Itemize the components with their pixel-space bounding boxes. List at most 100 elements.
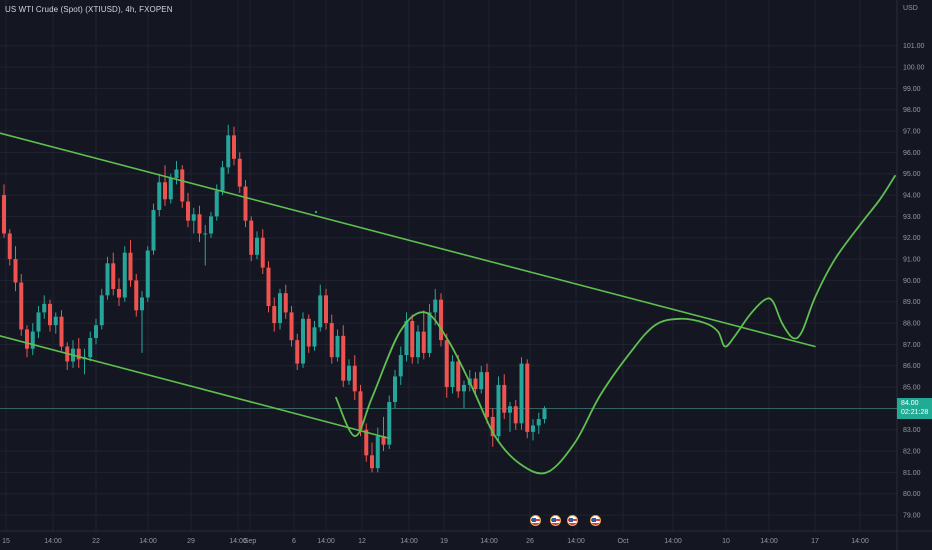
candle xyxy=(266,261,271,313)
candle-body xyxy=(398,355,403,377)
candle xyxy=(485,363,489,424)
time-tick-label: 14:00 xyxy=(317,538,335,545)
candle-body xyxy=(232,135,236,159)
candle xyxy=(542,406,547,424)
candle-body xyxy=(99,295,104,326)
candle-body xyxy=(462,384,466,392)
candle-body xyxy=(134,280,139,311)
candle-body xyxy=(94,325,98,338)
candle-body xyxy=(128,252,133,281)
candle xyxy=(226,124,231,174)
candle-body xyxy=(76,348,81,360)
candle-body xyxy=(151,210,156,251)
candle xyxy=(157,173,162,217)
candle xyxy=(306,314,311,353)
candle xyxy=(404,312,409,362)
candle-body xyxy=(508,406,512,413)
candle xyxy=(393,370,397,409)
candle xyxy=(473,372,478,396)
candle xyxy=(439,293,443,347)
candle xyxy=(450,355,455,394)
price-tick-label: 100.00 xyxy=(903,65,925,72)
projection-curve[interactable] xyxy=(335,174,896,475)
trend-line-drawings[interactable] xyxy=(0,132,896,475)
price-axis[interactable]: 79.00 80.00 81.00 82.00 83.00 84.00 85.00 86.00… xyxy=(903,43,925,519)
price-tick-label: 96.00 xyxy=(903,150,921,157)
candle xyxy=(525,359,530,439)
candle-body xyxy=(387,402,392,445)
candle-body xyxy=(19,282,24,330)
us-flag-icon[interactable] xyxy=(550,515,561,526)
candle-body xyxy=(295,340,300,364)
candle xyxy=(151,203,156,255)
candle-body xyxy=(145,250,150,298)
candle-body xyxy=(416,331,420,358)
candle xyxy=(48,299,52,332)
candle-body xyxy=(490,416,495,437)
candle xyxy=(99,288,104,330)
candle xyxy=(387,395,392,449)
us-flag-icon[interactable] xyxy=(590,515,601,526)
us-flag-icon[interactable] xyxy=(530,515,541,526)
price-tick-label: 91.00 xyxy=(903,257,921,264)
candle-body xyxy=(335,335,340,358)
candle-body xyxy=(197,214,202,234)
price-tick-label: 82.00 xyxy=(903,449,921,456)
candle-body xyxy=(249,220,254,255)
price-tick-label: 97.00 xyxy=(903,129,921,136)
time-tick-label: 17 xyxy=(811,538,819,545)
candle xyxy=(203,224,208,266)
candle-body xyxy=(214,190,219,217)
candle xyxy=(7,229,12,266)
time-tick-label: 10 xyxy=(722,538,730,545)
candle-body xyxy=(358,391,363,430)
time-tick-label: 14:00 xyxy=(44,538,62,545)
candle-body xyxy=(393,376,397,402)
candle xyxy=(444,333,449,398)
candle-body xyxy=(381,436,386,445)
candle-body xyxy=(266,267,271,306)
candle xyxy=(536,412,541,434)
chart-title: US WTI Crude (Spot) (XTIUSD), 4h, FXOPEN xyxy=(5,5,173,14)
candle-body xyxy=(283,293,288,313)
candle xyxy=(197,205,202,242)
time-tick-label: 22 xyxy=(92,538,100,545)
candle xyxy=(105,256,110,300)
candle-body xyxy=(59,316,64,347)
candle-body xyxy=(243,186,248,221)
candle-body xyxy=(105,263,110,296)
candle-body xyxy=(203,233,208,235)
candle-body xyxy=(117,288,121,298)
candle xyxy=(312,320,317,351)
trend-line[interactable] xyxy=(0,335,390,440)
candle-body xyxy=(427,312,432,353)
candle xyxy=(76,338,81,368)
candle xyxy=(122,246,127,302)
candle xyxy=(427,303,432,358)
candle-body xyxy=(88,338,93,358)
price-tick-label: 81.00 xyxy=(903,470,921,477)
price-tick-label: 95.00 xyxy=(903,171,921,178)
candle xyxy=(490,408,495,447)
candle xyxy=(421,310,426,360)
currency-label: USD xyxy=(903,5,918,12)
candle xyxy=(255,231,259,260)
candle-body xyxy=(2,195,6,234)
candle xyxy=(329,314,334,364)
candle xyxy=(180,165,185,208)
time-tick-label: 14:00 xyxy=(760,538,778,545)
candle xyxy=(295,333,300,370)
candle xyxy=(111,252,116,296)
candle-body xyxy=(174,169,179,178)
us-flag-icon[interactable] xyxy=(567,515,578,526)
candle xyxy=(341,325,346,388)
candle-body xyxy=(519,363,524,424)
candle-body xyxy=(496,384,501,437)
candle-body xyxy=(473,378,478,390)
candle-body xyxy=(220,167,225,191)
candle xyxy=(272,297,277,332)
trend-line[interactable] xyxy=(0,132,816,348)
